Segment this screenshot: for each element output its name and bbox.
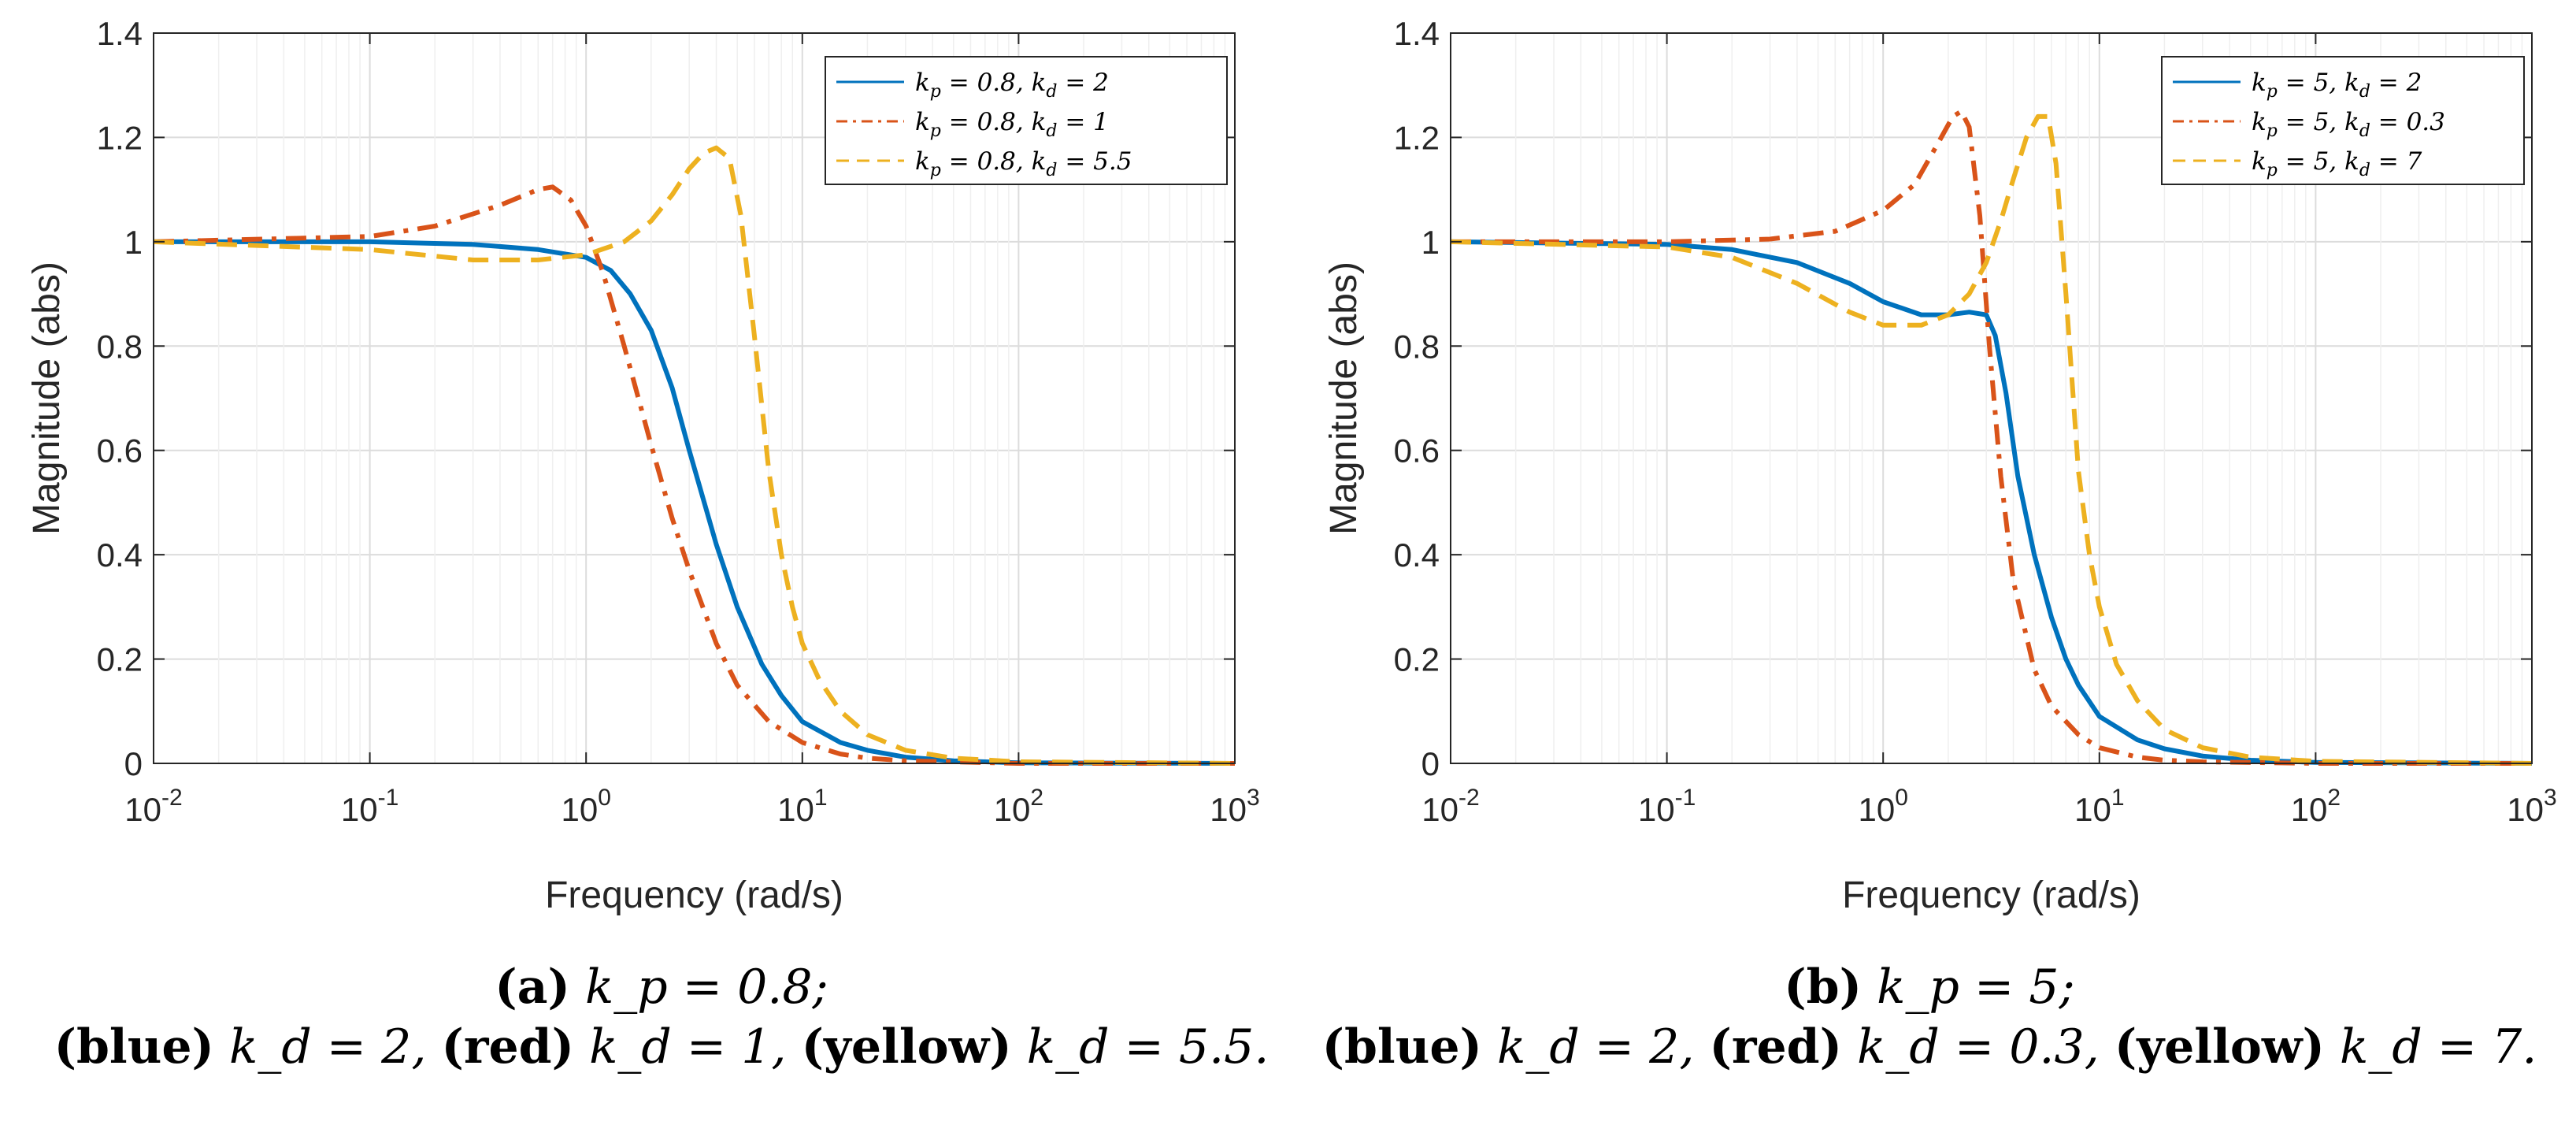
y-axis-label: Magnitude (abs) xyxy=(1323,262,1365,535)
series-group xyxy=(1450,109,2533,766)
x-tick-label: 10-2 xyxy=(1421,785,1479,828)
legend-label-2: kp​ = 0.8, kd​ = 5.5 xyxy=(915,147,1132,180)
x-tick-label: 101 xyxy=(2074,785,2124,828)
y-tick-label: 1.4 xyxy=(1394,15,1440,52)
legend: kp​ = 5, kd​ = 2 kp​ = 5, kd​ = 0.3 kp​ = … xyxy=(2161,56,2525,185)
chart-panel-b: 0 0.2 0.4 0.6 0.8 1 1.2 1.4 10-2 10-1 100 101 102 103… xyxy=(1323,15,2557,916)
y-tick-label: 1.2 xyxy=(97,119,143,156)
caption-a-red-label: (red) xyxy=(441,1019,574,1075)
y-tick-label: 0.2 xyxy=(1394,641,1440,678)
caption-a-line1: (a) k_p = 0.8; xyxy=(16,957,1307,1017)
caption-b-red-label: (red) xyxy=(1709,1019,1842,1075)
caption-a: (a) k_p = 0.8; (blue) k_d = 2, (red) k_d… xyxy=(16,957,1307,1077)
legend-box xyxy=(2161,56,2525,185)
x-tick-label: 102 xyxy=(2291,785,2341,828)
caption-b: (b) k_p = 5; (blue) k_d = 2, (red) k_d =… xyxy=(1284,957,2575,1077)
x-tick-label: 102 xyxy=(994,785,1043,828)
y-tick-label: 0.6 xyxy=(1394,432,1440,470)
y-axis-label: Magnitude (abs) xyxy=(26,262,68,535)
y-tick-label: 0 xyxy=(124,745,143,782)
axes-box xyxy=(153,32,1236,764)
caption-b-yellow-label: (yellow) xyxy=(2114,1019,2325,1075)
x-tick-label: 10-2 xyxy=(124,785,182,828)
y-tick-label: 0.6 xyxy=(97,432,143,470)
x-tick-label: 103 xyxy=(2507,785,2556,828)
legend-label-0: kp​ = 0.8, kd​ = 2 xyxy=(915,69,1109,102)
caption-a-yellow-label: (yellow) xyxy=(801,1019,1012,1075)
y-tick-label: 1.2 xyxy=(1394,119,1440,156)
y-tick-label: 0 xyxy=(1421,745,1440,782)
caption-a-yellow-kd: k_d = 5.5. xyxy=(1026,1019,1269,1075)
caption-a-label: (a) xyxy=(495,960,570,1015)
series-line-2 xyxy=(1450,113,2533,766)
series-group xyxy=(153,145,1236,766)
caption-b-yellow-kd: k_d = 7. xyxy=(2340,1019,2537,1075)
chart-panel-a: 0 0.2 0.4 0.6 0.8 1 1.2 1.4 10-2 10-1 100 101 102 103… xyxy=(26,15,1260,916)
y-tick-label: 0.4 xyxy=(97,536,143,574)
x-tick-label: 100 xyxy=(1858,785,1907,828)
x-tick-label: 10-1 xyxy=(1638,785,1696,828)
x-tick-label: 103 xyxy=(1210,785,1259,828)
series-line-1 xyxy=(1451,109,2532,766)
caption-b-blue-label: (blue) xyxy=(1321,1019,1482,1075)
x-tick-label: 100 xyxy=(561,785,610,828)
y-tick-label: 1 xyxy=(1421,224,1440,261)
caption-a-blue-label: (blue) xyxy=(54,1019,214,1075)
legend-label-2: kp​ = 5, kd​ = 7 xyxy=(2252,147,2422,180)
legend: kp​ = 0.8, kd​ = 2 kp​ = 0.8, kd​ = 1 kp​ … xyxy=(825,56,1228,185)
caption-a-blue-kd: k_d = 2, xyxy=(228,1019,427,1075)
y-tick-label: 0.2 xyxy=(97,641,143,678)
caption-b-kp: k_p = 5; xyxy=(1877,960,2075,1015)
caption-b-blue-kd: k_d = 2, xyxy=(1496,1019,1695,1075)
caption-b-label: (b) xyxy=(1784,960,1863,1015)
caption-a-red-kd: k_d = 1, xyxy=(589,1019,787,1075)
series-line-2 xyxy=(153,145,1236,766)
legend-label-1: kp​ = 0.8, kd​ = 1 xyxy=(915,108,1109,141)
legend-label-0: kp​ = 5, kd​ = 2 xyxy=(2252,69,2422,102)
caption-a-kp: k_p = 0.8; xyxy=(584,960,828,1015)
y-tick-label: 1.4 xyxy=(97,15,143,52)
x-tick-label: 10-1 xyxy=(341,785,398,828)
axes-box xyxy=(1450,32,2533,764)
x-axis-label: Frequency (rad/s) xyxy=(545,874,843,916)
x-tick-label: 101 xyxy=(777,785,827,828)
caption-b-line2: (blue) k_d = 2, (red) k_d = 0.3, (yellow… xyxy=(1284,1017,2575,1077)
caption-b-red-kd: k_d = 0.3, xyxy=(1857,1019,2100,1075)
legend-label-1: kp​ = 5, kd​ = 0.3 xyxy=(2252,108,2445,141)
grid xyxy=(1450,32,2532,764)
series-line-0 xyxy=(1450,239,2533,766)
series-line-0 xyxy=(154,239,1236,766)
x-axis-label: Frequency (rad/s) xyxy=(1842,874,2140,916)
caption-a-line2: (blue) k_d = 2, (red) k_d = 1, (yellow) … xyxy=(16,1017,1307,1077)
series-line-1 xyxy=(153,184,1235,766)
y-tick-label: 1 xyxy=(124,224,143,261)
y-tick-label: 0.8 xyxy=(1394,328,1440,365)
y-tick-label: 0.4 xyxy=(1394,536,1440,574)
y-tick-label: 0.8 xyxy=(97,328,143,365)
caption-b-line1: (b) k_p = 5; xyxy=(1284,957,2575,1017)
